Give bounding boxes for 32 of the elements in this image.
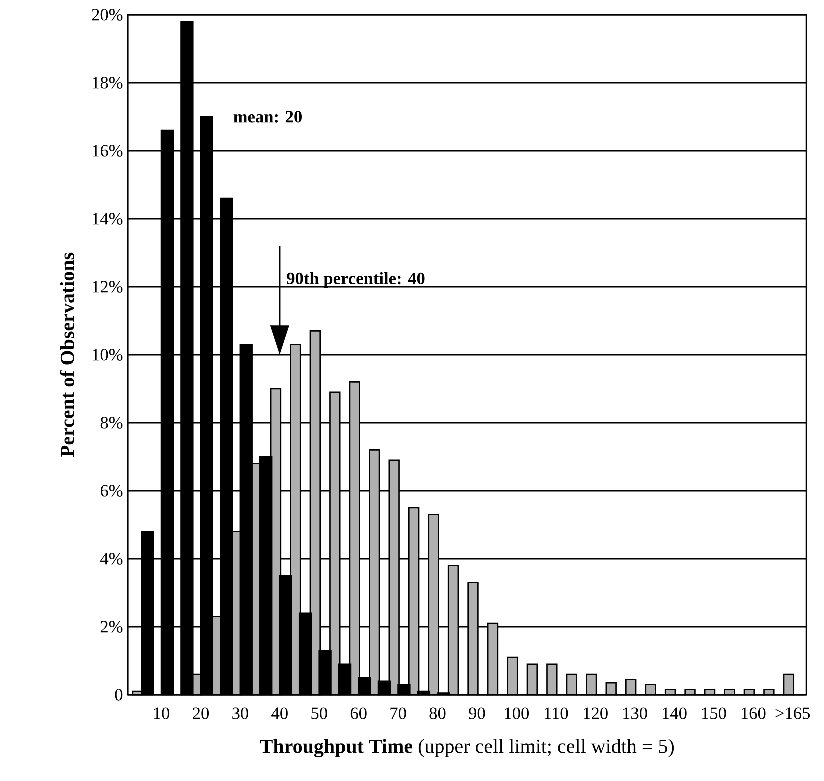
x-tick-label: 40: [272, 708, 288, 720]
y-axis-title: Percent of Observations: [60, 252, 74, 458]
x-tick-label: 60: [350, 708, 367, 720]
x-tick-label: 70: [390, 708, 406, 720]
x-tick-label: 50: [312, 708, 328, 720]
x-tick-label: 20: [193, 708, 210, 720]
x-tick-label: 140: [663, 708, 687, 720]
x-axis-title: Throughput Time (upper cell limit; cell width = 5): [260, 739, 674, 758]
x-tick-label: 160: [742, 708, 766, 720]
y-tick-label: 16%: [93, 145, 123, 157]
y-tick-label: 10%: [93, 349, 123, 361]
x-tick-label: 100: [505, 708, 530, 720]
x-tick-label: 30: [232, 708, 248, 720]
x-tick-label: 150: [702, 708, 726, 720]
y-tick-label: 2%: [100, 621, 123, 633]
y-tick-label: 4%: [100, 553, 123, 565]
y-tick-label: 8%: [100, 417, 123, 429]
x-tick-label: 130: [624, 708, 648, 720]
y-tick-label: 0: [115, 689, 123, 701]
y-tick-label: 12%: [93, 281, 123, 293]
y-tick-label: 6%: [100, 485, 123, 497]
annotation: mean: 20: [234, 111, 302, 123]
y-tick-label: 20%: [92, 9, 123, 21]
y-tick-label: 18%: [93, 77, 123, 89]
y-tick-label: 14%: [93, 213, 123, 225]
x-tick-label: 90: [469, 708, 486, 720]
x-tick-label: 10: [154, 708, 170, 720]
x-tick-label: >165: [776, 708, 810, 720]
annotation: 90th percentile: 40: [287, 272, 425, 288]
x-tick-label: 80: [430, 708, 446, 720]
x-tick-label: 110: [544, 708, 568, 720]
x-tick-label: 120: [584, 708, 608, 720]
